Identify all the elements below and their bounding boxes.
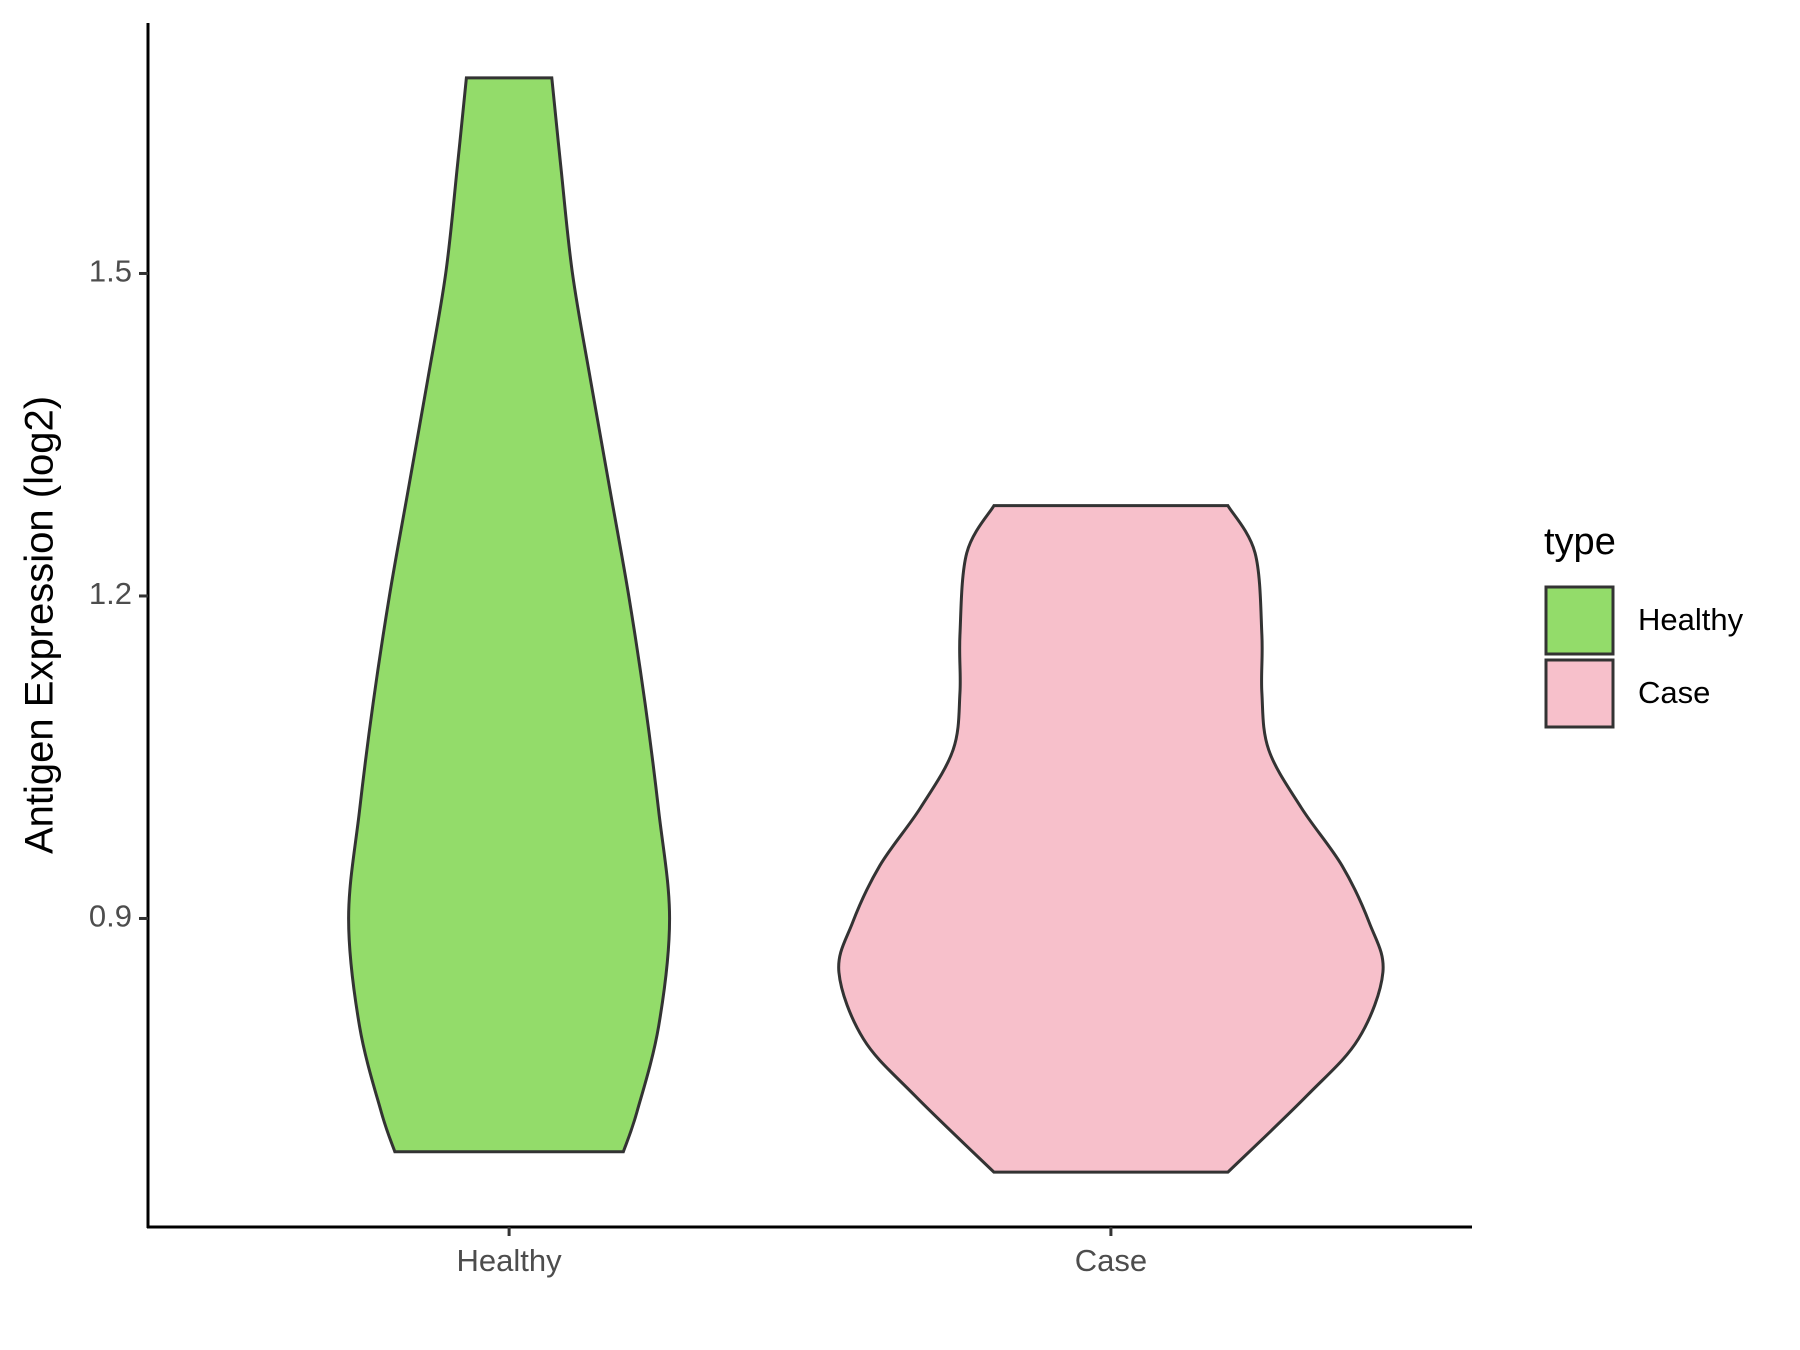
legend-key: [1544, 658, 1615, 729]
x-tick-label: Healthy: [457, 1243, 563, 1278]
violin: [347, 76, 672, 1154]
y-tick-label: 0.9: [89, 899, 132, 934]
y-tick-label: 1.2: [89, 576, 132, 611]
legend-key: [1544, 585, 1615, 656]
legend-label: Healthy: [1638, 602, 1744, 637]
violin: [837, 504, 1385, 1174]
y-tick-label: 1.5: [89, 254, 132, 289]
legend-label: Case: [1638, 675, 1710, 710]
y-axis-title: Antigen Expression (log2): [18, 396, 62, 854]
x-tick-label: Case: [1075, 1243, 1147, 1278]
legend-title: type: [1544, 521, 1616, 563]
